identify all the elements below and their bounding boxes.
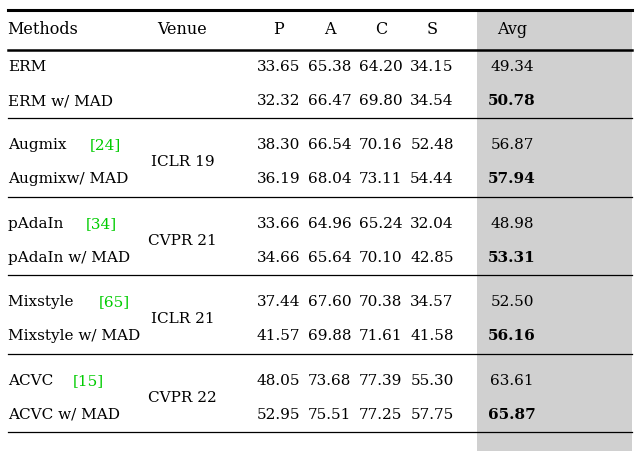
Text: 33.66: 33.66 [257, 216, 300, 231]
Text: Venue: Venue [157, 21, 207, 38]
Text: [34]: [34] [85, 216, 116, 231]
Text: 65.38: 65.38 [308, 60, 351, 74]
Text: 52.95: 52.95 [257, 408, 300, 422]
Text: 36.19: 36.19 [257, 172, 300, 187]
Text: 55.30: 55.30 [410, 373, 454, 388]
Text: CVPR 22: CVPR 22 [148, 391, 217, 405]
Text: 49.34: 49.34 [490, 60, 534, 74]
Text: 34.15: 34.15 [410, 60, 454, 74]
Text: 57.75: 57.75 [410, 408, 454, 422]
Text: 41.58: 41.58 [410, 329, 454, 344]
Text: 75.51: 75.51 [308, 408, 351, 422]
Text: 50.78: 50.78 [488, 94, 536, 108]
Text: pAdaIn: pAdaIn [8, 216, 68, 231]
Text: 66.54: 66.54 [308, 138, 351, 152]
Text: 32.04: 32.04 [410, 216, 454, 231]
Text: P: P [273, 21, 284, 38]
Text: ERM: ERM [8, 60, 46, 74]
Text: 69.80: 69.80 [359, 94, 403, 108]
Text: ICLR 19: ICLR 19 [150, 155, 214, 170]
Text: 53.31: 53.31 [488, 251, 536, 265]
Text: 32.32: 32.32 [257, 94, 300, 108]
Text: 57.94: 57.94 [488, 172, 536, 187]
Text: 70.16: 70.16 [359, 138, 403, 152]
Text: pAdaIn w/ MAD: pAdaIn w/ MAD [8, 251, 130, 265]
Text: ACVC: ACVC [8, 373, 58, 388]
Text: 65.64: 65.64 [308, 251, 351, 265]
Text: 33.65: 33.65 [257, 60, 300, 74]
Text: CVPR 21: CVPR 21 [148, 234, 217, 248]
Text: 48.98: 48.98 [490, 216, 534, 231]
Text: [24]: [24] [90, 138, 121, 152]
Text: 54.44: 54.44 [410, 172, 454, 187]
Text: ERM w/ MAD: ERM w/ MAD [8, 94, 113, 108]
Text: [65]: [65] [99, 295, 130, 309]
Text: Avg: Avg [497, 21, 527, 38]
Text: 70.10: 70.10 [359, 251, 403, 265]
Text: Mixstyle: Mixstyle [8, 295, 78, 309]
Text: 48.05: 48.05 [257, 373, 300, 388]
Bar [477, 10, 632, 451]
Text: 63.61: 63.61 [490, 373, 534, 388]
Text: 34.57: 34.57 [410, 295, 454, 309]
Text: S: S [426, 21, 438, 38]
Text: 77.39: 77.39 [359, 373, 403, 388]
Text: ICLR 21: ICLR 21 [150, 312, 214, 327]
Text: Augmix: Augmix [8, 138, 71, 152]
Text: 65.87: 65.87 [488, 408, 536, 422]
Text: 67.60: 67.60 [308, 295, 351, 309]
Text: 42.85: 42.85 [410, 251, 454, 265]
Text: [15]: [15] [72, 373, 104, 388]
Text: 65.24: 65.24 [359, 216, 403, 231]
Text: 66.47: 66.47 [308, 94, 351, 108]
Text: 34.54: 34.54 [410, 94, 454, 108]
Text: 34.66: 34.66 [257, 251, 300, 265]
Text: 70.38: 70.38 [359, 295, 403, 309]
Text: 64.20: 64.20 [359, 60, 403, 74]
Text: 73.11: 73.11 [359, 172, 403, 187]
Text: 64.96: 64.96 [308, 216, 351, 231]
Text: C: C [374, 21, 387, 38]
Text: Methods: Methods [8, 21, 79, 38]
Text: 56.16: 56.16 [488, 329, 536, 344]
Text: A: A [324, 21, 335, 38]
Text: 71.61: 71.61 [359, 329, 403, 344]
Text: 52.50: 52.50 [490, 295, 534, 309]
Text: ACVC w/ MAD: ACVC w/ MAD [8, 408, 120, 422]
Text: Mixstyle w/ MAD: Mixstyle w/ MAD [8, 329, 140, 344]
Text: 41.57: 41.57 [257, 329, 300, 344]
Text: 38.30: 38.30 [257, 138, 300, 152]
Text: 52.48: 52.48 [410, 138, 454, 152]
Text: 68.04: 68.04 [308, 172, 351, 187]
Text: 37.44: 37.44 [257, 295, 300, 309]
Text: 69.88: 69.88 [308, 329, 351, 344]
Text: 73.68: 73.68 [308, 373, 351, 388]
Text: 77.25: 77.25 [359, 408, 403, 422]
Text: 56.87: 56.87 [490, 138, 534, 152]
Text: Augmixw/ MAD: Augmixw/ MAD [8, 172, 128, 187]
